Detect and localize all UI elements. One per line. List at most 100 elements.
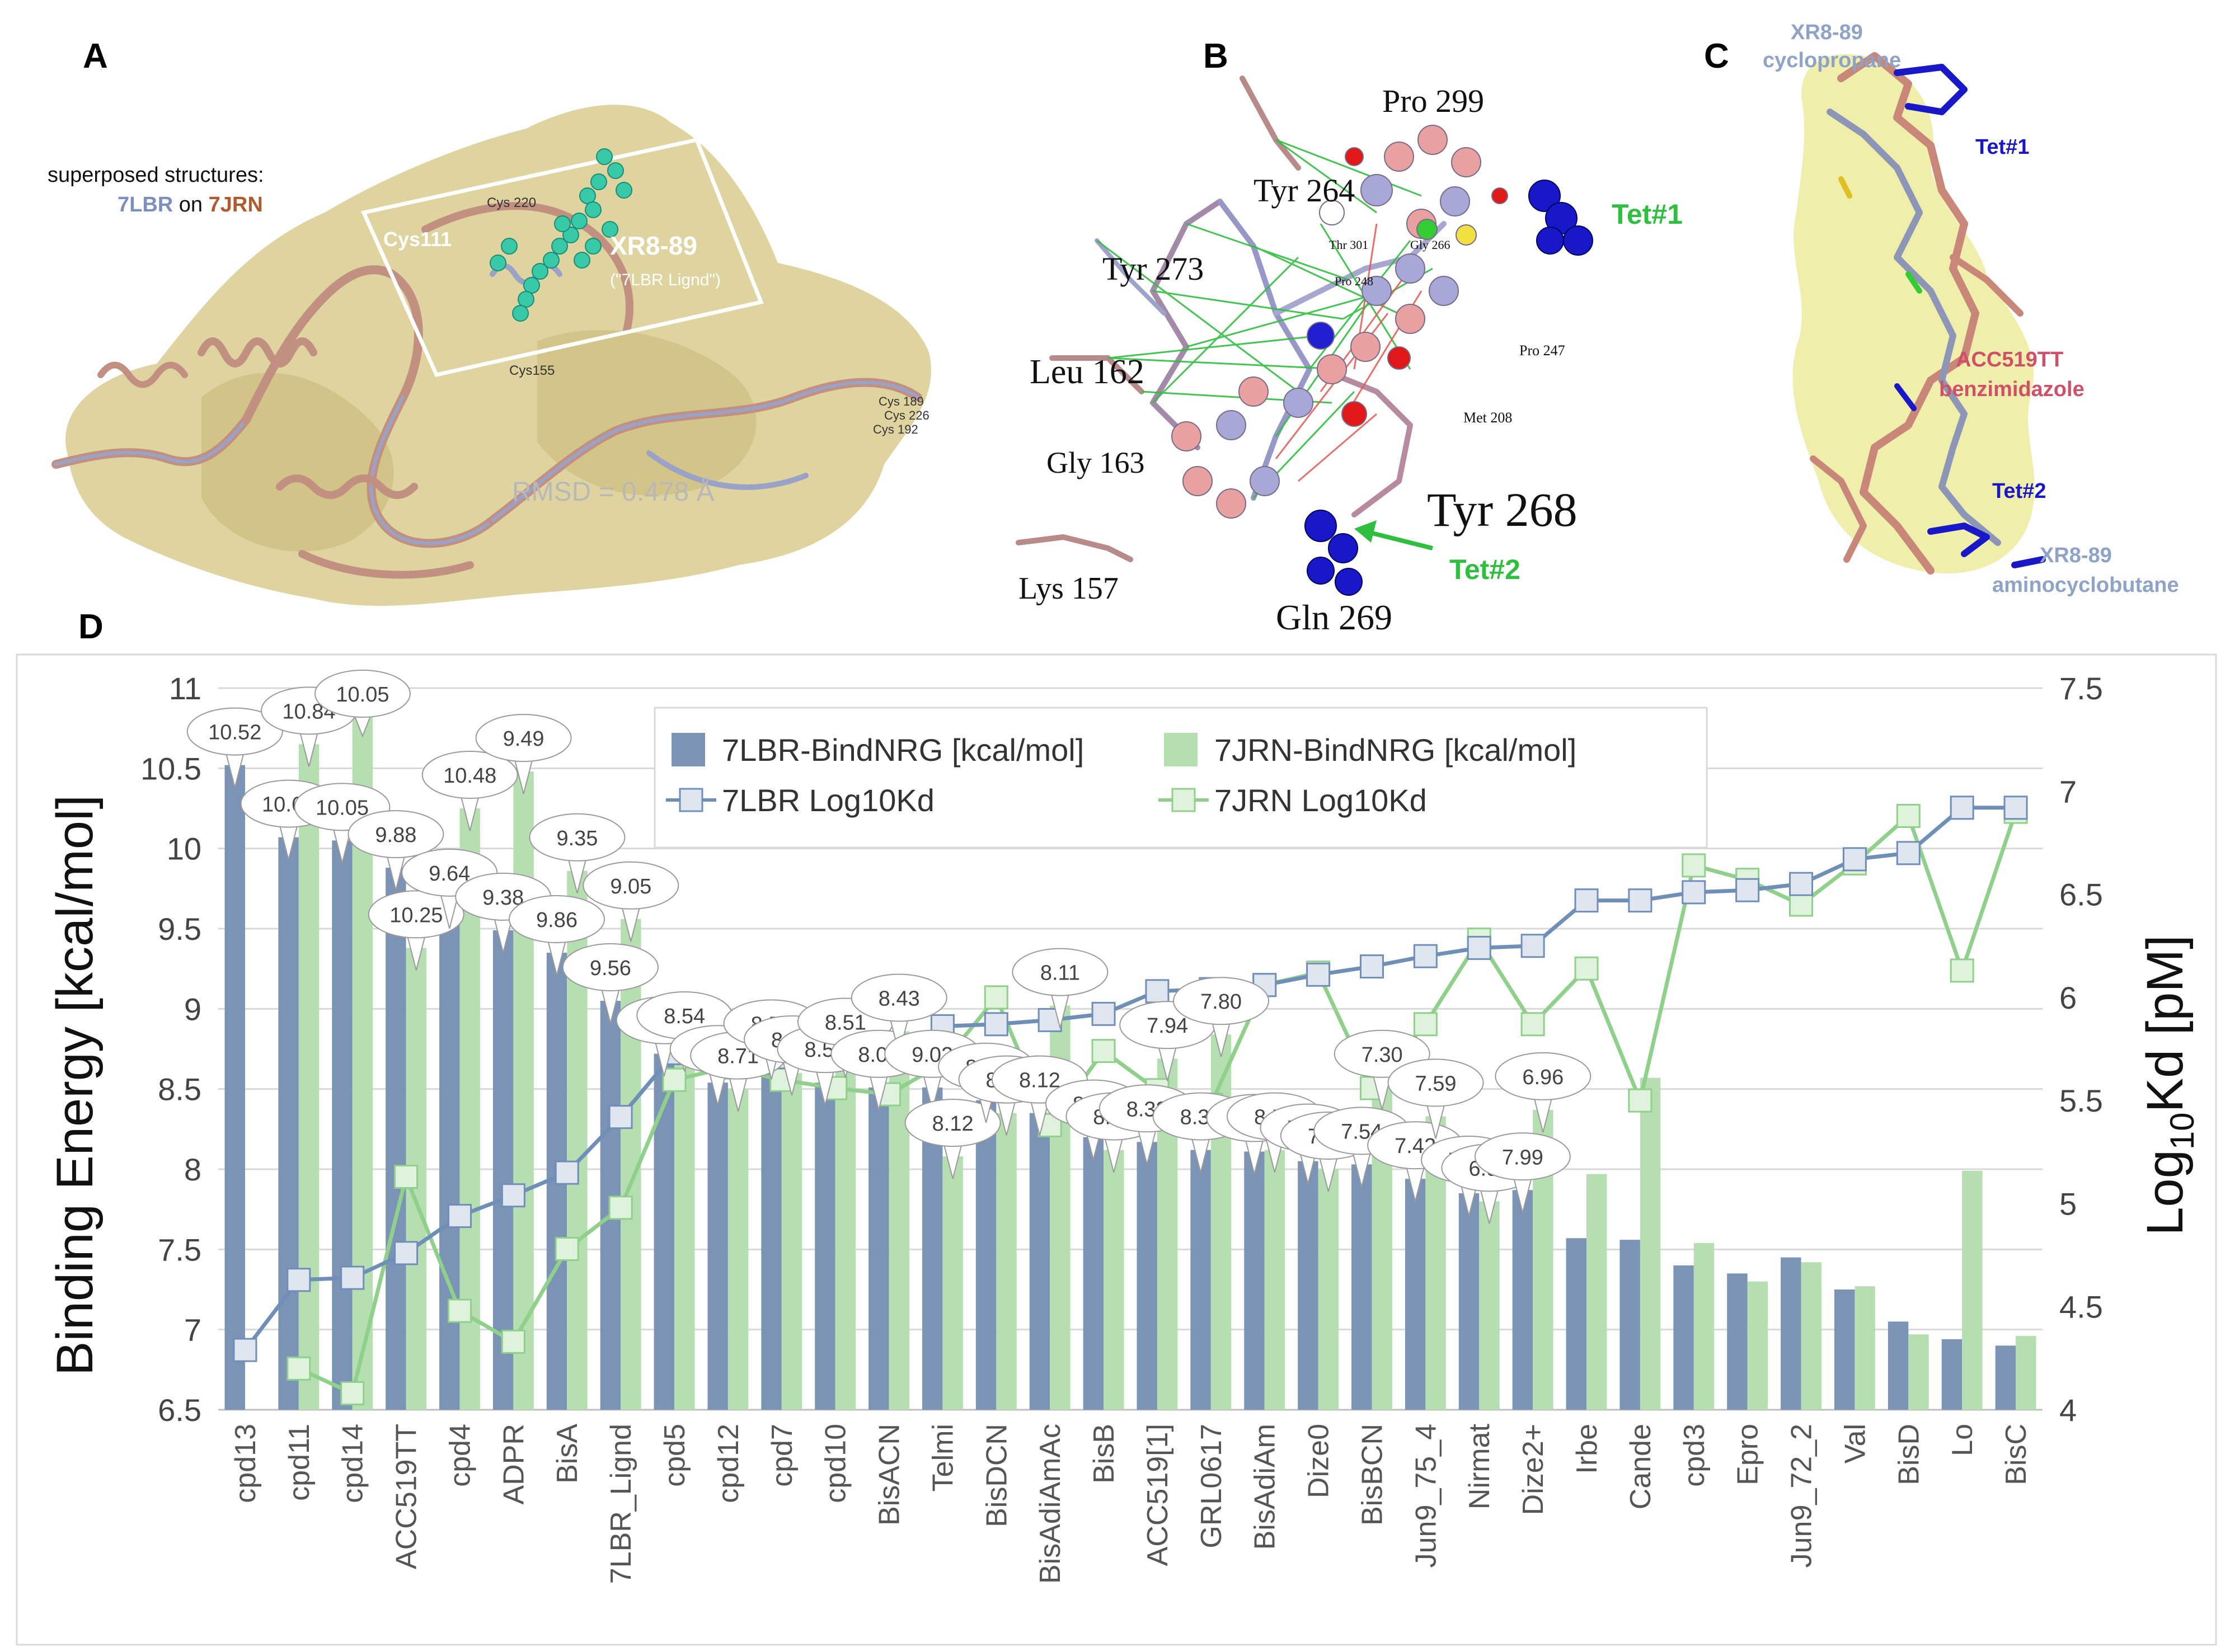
line-7jrn-marker xyxy=(1091,1039,1116,1063)
line-7lbr-marker xyxy=(394,1241,419,1265)
data-label-text: 10.05 xyxy=(336,683,389,707)
y-tick-label: 8.5 xyxy=(158,1072,201,1107)
tet1-label: Tet#1 xyxy=(1612,199,1683,230)
x-tick-label: BisA xyxy=(551,1424,584,1484)
residue-gln269: Gln 269 xyxy=(1276,597,1392,637)
x-tick-label: Jun9_75_4 xyxy=(1410,1424,1442,1568)
bar-7lbr xyxy=(1137,1142,1157,1410)
residue-pro299: Pro 299 xyxy=(1382,83,1484,119)
ligand-name-label: XR8-89 xyxy=(610,231,697,260)
bar-7lbr xyxy=(654,1053,674,1410)
x-tick-label: Nirmat xyxy=(1463,1423,1496,1509)
line-7lbr-marker xyxy=(447,1204,472,1229)
legend-swatch-7jrn-bar xyxy=(1164,733,1198,766)
y2-axis-title-sub: 10 xyxy=(2163,1112,2201,1150)
panel-d-label: D xyxy=(78,608,104,646)
y-tick-label: 9 xyxy=(184,991,201,1027)
x-tick-label: BisBCN xyxy=(1356,1424,1388,1526)
cys-right-3-label: Cys 192 xyxy=(873,422,918,436)
data-label-text: 8.12 xyxy=(932,1112,974,1136)
data-label-text: 9.86 xyxy=(536,909,578,932)
data-label-callout: 9.05 xyxy=(583,861,679,942)
panel-a-label: A xyxy=(83,37,108,76)
bar-7lbr xyxy=(1351,1164,1372,1410)
bar-7lbr xyxy=(1727,1273,1748,1410)
y-tick-label: 7 xyxy=(184,1312,201,1348)
c-mid-line2: benzimidazole xyxy=(1939,378,2085,401)
bar-7jrn xyxy=(996,1113,1017,1410)
y-tick-label: 8 xyxy=(184,1152,201,1187)
data-label-text: 9.64 xyxy=(429,862,470,886)
x-tick-label: Dize0 xyxy=(1303,1424,1335,1498)
y-axis-title: Binding Energy [kcal/mol] xyxy=(46,795,104,1376)
line-7jrn-marker xyxy=(662,1067,687,1092)
line-7jrn-marker xyxy=(555,1237,579,1262)
line-7lbr-line xyxy=(243,806,2016,1352)
data-label-text: 8.43 xyxy=(879,987,920,1010)
line-7jrn-marker xyxy=(447,1298,472,1323)
x-tick-label: Dize2+ xyxy=(1517,1424,1550,1515)
bar-7lbr xyxy=(1566,1238,1586,1410)
y2-tick-label: 5.5 xyxy=(2059,1083,2103,1118)
line-7lbr-marker xyxy=(1306,962,1331,987)
y2-tick-label: 6 xyxy=(2059,980,2077,1015)
residue-lys157: Lys 157 xyxy=(1018,571,1119,606)
bar-7jrn xyxy=(781,1073,802,1410)
x-tick-label: ACC519TT xyxy=(391,1424,423,1569)
y-tick-label: 10.5 xyxy=(140,751,201,786)
c-top-line2: cyclopropane xyxy=(1763,49,1901,72)
selection-box xyxy=(361,137,764,378)
bar-7jrn xyxy=(298,744,320,1410)
bar-7jrn xyxy=(835,1055,856,1410)
data-label-callout: 10.05 xyxy=(314,670,411,738)
line-7lbr-marker xyxy=(1789,872,1814,896)
legend-item-7lbr-bar: 7LBR-BindNRG [kcal/mol] xyxy=(722,732,1084,768)
line-7lbr-marker xyxy=(1896,841,1921,865)
data-label-callout: 10.25 xyxy=(368,890,464,971)
data-label-callout: 10.48 xyxy=(421,751,518,831)
data-label-callout: 9.56 xyxy=(562,943,659,1024)
bar-7jrn xyxy=(1586,1174,1607,1410)
x-tick-label: Lo xyxy=(1946,1424,1979,1456)
bar-7lbr xyxy=(1834,1289,1855,1410)
bar-7jrn xyxy=(1693,1242,1715,1410)
rmsd-label: RMSD = 0.478 Å xyxy=(512,477,715,507)
bar-7lbr xyxy=(1619,1240,1640,1410)
line-7lbr-marker xyxy=(555,1160,579,1185)
bar-7jrn xyxy=(1801,1262,1821,1410)
bar-7lbr xyxy=(761,1057,782,1410)
panel-b-interaction-figure: Pro 299 Tyr 264 Tyr 273 Leu 162 Gly 163 … xyxy=(1016,76,1683,637)
bar-7lbr xyxy=(1244,1151,1265,1410)
data-label-callout: 8.11 xyxy=(1012,948,1109,1028)
data-label-text: 8.11 xyxy=(1040,962,1080,985)
x-tick-label: BisC xyxy=(2000,1424,2032,1485)
x-tick-label: cpd13 xyxy=(229,1424,262,1503)
bar-7jrn xyxy=(1318,1169,1339,1410)
data-label-text: 6.96 xyxy=(1522,1066,1564,1089)
data-label-text: 9.56 xyxy=(590,957,631,980)
x-tick-label: Irbe xyxy=(1571,1424,1603,1474)
line-7jrn-marker xyxy=(1896,804,1921,829)
line-7lbr-marker xyxy=(1145,979,1170,1004)
line-7lbr-marker xyxy=(1842,847,1867,872)
y-tick-label: 11 xyxy=(169,671,201,706)
x-tick-label: cpd12 xyxy=(712,1424,745,1503)
data-label-text: 10.48 xyxy=(443,764,496,788)
y2-tick-label: 5 xyxy=(2059,1186,2077,1221)
superposed-line1: superposed structures: xyxy=(48,163,264,187)
bar-7lbr xyxy=(439,906,460,1410)
bar-7lbr xyxy=(1512,1190,1533,1410)
bar-7lbr xyxy=(975,1100,997,1410)
structure-7lbr-label: 7LBR xyxy=(118,193,173,216)
y2-axis-title-log: Log xyxy=(2137,1150,2194,1236)
bar-7lbr xyxy=(1941,1339,1963,1410)
bar-7lbr xyxy=(1029,1113,1050,1410)
data-label-text: 9.88 xyxy=(375,823,416,847)
x-tick-label: Epro xyxy=(1732,1424,1764,1485)
bar-7lbr xyxy=(224,765,245,1410)
line-7lbr-marker xyxy=(608,1105,633,1129)
data-label-callout: 6.96 xyxy=(1495,1052,1591,1133)
cys220-label: Cys 220 xyxy=(487,195,536,210)
superposed-line2: 7LBR on 7JRN xyxy=(118,193,263,216)
y2-axis-title-rest: Kd [pM] xyxy=(2137,935,2194,1112)
